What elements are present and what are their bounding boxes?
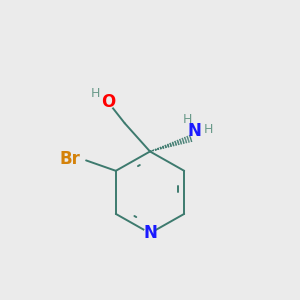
Text: H: H (204, 123, 214, 136)
Circle shape (61, 151, 78, 167)
Circle shape (144, 227, 156, 239)
Text: N: N (143, 224, 157, 242)
Text: N: N (188, 122, 202, 140)
Circle shape (189, 125, 200, 136)
Text: H: H (90, 87, 100, 100)
Text: Br: Br (59, 150, 80, 168)
Text: O: O (101, 93, 116, 111)
Circle shape (102, 97, 114, 108)
Text: H: H (182, 113, 192, 126)
